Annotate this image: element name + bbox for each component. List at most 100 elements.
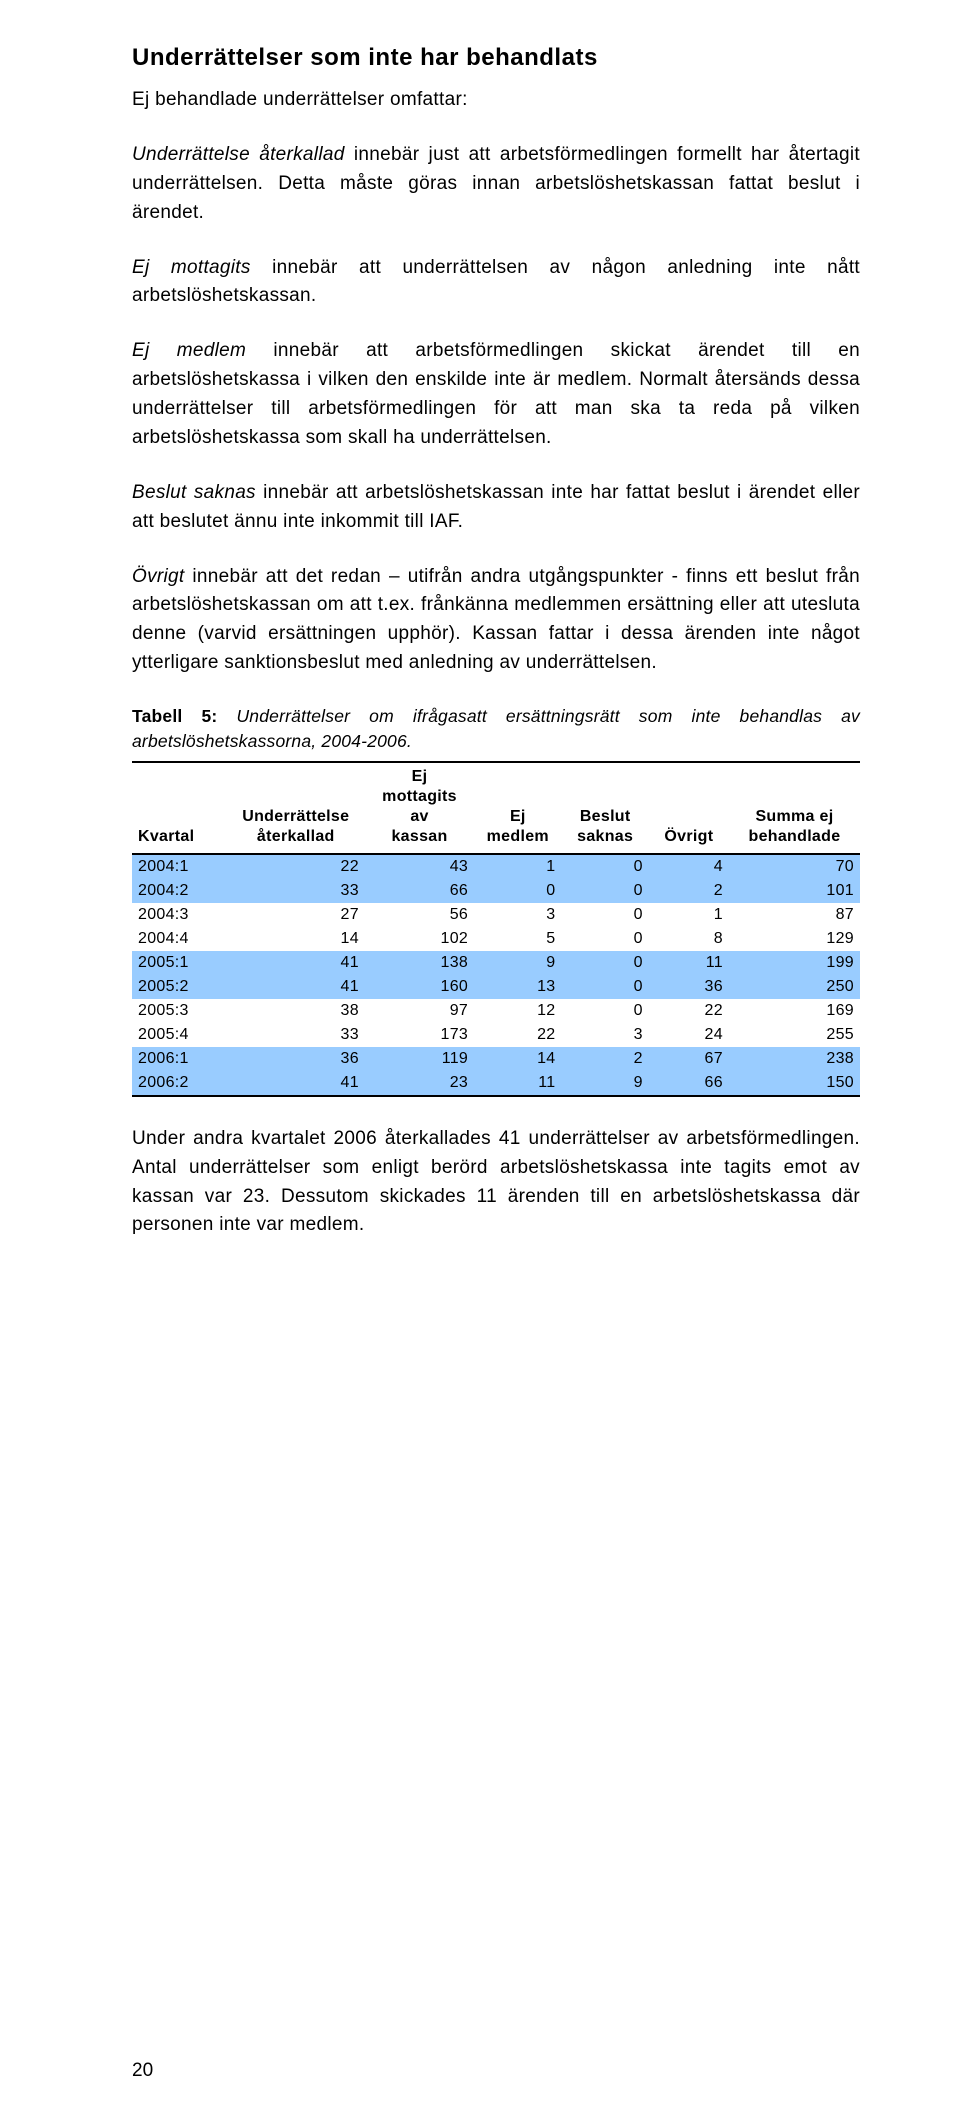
intro-paragraph: Ej behandlade underrättelser omfattar:	[132, 86, 860, 115]
table-cell: 199	[729, 951, 860, 975]
table-row: 2006:2412311966150	[132, 1071, 860, 1096]
table-caption-label: Tabell 5:	[132, 706, 217, 726]
table-cell: 56	[365, 903, 474, 927]
table-cell: 36	[649, 975, 729, 999]
table-cell: 4	[649, 854, 729, 879]
table-cell: 5	[474, 927, 561, 951]
term-ovrigt: Övrigt	[132, 566, 184, 587]
table-cell: 2006:2	[132, 1071, 227, 1096]
table-cell: 2005:3	[132, 999, 227, 1023]
table-cell: 9	[474, 951, 561, 975]
term-beslut-saknas: Beslut saknas	[132, 482, 256, 503]
table-col-header: Kvartal	[132, 762, 227, 854]
paragraph-beslut-saknas: Beslut saknas innebär att arbetslöshetsk…	[132, 479, 860, 537]
table-col-header: Underrättelseåterkallad	[227, 762, 365, 854]
table-cell: 41	[227, 1071, 365, 1096]
table-cell: 2005:1	[132, 951, 227, 975]
table-cell: 66	[365, 879, 474, 903]
table-cell: 14	[474, 1047, 561, 1071]
table-cell: 2005:2	[132, 975, 227, 999]
table-cell: 0	[561, 927, 648, 951]
table-cell: 1	[649, 903, 729, 927]
table-cell: 2004:2	[132, 879, 227, 903]
table-caption-text: Underrättelser om ifrågasatt ersättnings…	[132, 706, 860, 751]
table-cell: 1	[474, 854, 561, 879]
body-ovrigt: innebär att det redan – utifrån andra ut…	[132, 566, 860, 674]
document-page: Underrättelser som inte har behandlats E…	[0, 0, 960, 2110]
table-cell: 2	[649, 879, 729, 903]
table-cell: 33	[227, 1023, 365, 1047]
table-cell: 129	[729, 927, 860, 951]
closing-paragraph: Under andra kvartalet 2006 återkallades …	[132, 1125, 860, 1241]
table-cell: 138	[365, 951, 474, 975]
term-aterkallad: Underrättelse återkallad	[132, 144, 345, 165]
table-cell: 0	[561, 854, 648, 879]
table-cell: 22	[227, 854, 365, 879]
table-row: 2006:13611914267238	[132, 1047, 860, 1071]
table-cell: 2005:4	[132, 1023, 227, 1047]
table-cell: 0	[561, 903, 648, 927]
table-cell: 169	[729, 999, 860, 1023]
table-cell: 23	[365, 1071, 474, 1096]
table-row: 2005:43317322324255	[132, 1023, 860, 1047]
paragraph-ej-medlem: Ej medlem innebär att arbetsförmedlingen…	[132, 337, 860, 453]
table-cell: 119	[365, 1047, 474, 1071]
table-col-header: Summa ejbehandlade	[729, 762, 860, 854]
table-cell: 36	[227, 1047, 365, 1071]
table-caption: Tabell 5: Underrättelser om ifrågasatt e…	[132, 704, 860, 755]
table-cell: 0	[561, 879, 648, 903]
table-cell: 22	[649, 999, 729, 1023]
paragraph-aterkallad: Underrättelse återkallad innebär just at…	[132, 141, 860, 228]
term-ej-mottagits: Ej mottagits	[132, 257, 251, 278]
table-cell: 150	[729, 1071, 860, 1096]
table-cell: 33	[227, 879, 365, 903]
table-cell: 24	[649, 1023, 729, 1047]
table-cell: 11	[649, 951, 729, 975]
table-cell: 173	[365, 1023, 474, 1047]
table-cell: 41	[227, 975, 365, 999]
table-row: 2005:24116013036250	[132, 975, 860, 999]
table-cell: 87	[729, 903, 860, 927]
table-cell: 2	[561, 1047, 648, 1071]
table-cell: 8	[649, 927, 729, 951]
table-cell: 238	[729, 1047, 860, 1071]
table-cell: 102	[365, 927, 474, 951]
table-cell: 3	[474, 903, 561, 927]
table-col-header: Ejmottagitsavkassan	[365, 762, 474, 854]
table-cell: 97	[365, 999, 474, 1023]
term-ej-medlem: Ej medlem	[132, 340, 246, 361]
table-cell: 2004:3	[132, 903, 227, 927]
table-cell: 0	[561, 975, 648, 999]
table-header-row: KvartalUnderrättelseåterkalladEjmottagit…	[132, 762, 860, 854]
paragraph-ovrigt: Övrigt innebär att det redan – utifrån a…	[132, 563, 860, 679]
table-cell: 70	[729, 854, 860, 879]
table-row: 2004:1224310470	[132, 854, 860, 879]
table-cell: 43	[365, 854, 474, 879]
table-cell: 14	[227, 927, 365, 951]
data-table: KvartalUnderrättelseåterkalladEjmottagit…	[132, 761, 860, 1097]
table-cell: 38	[227, 999, 365, 1023]
table-body: 2004:12243104702004:233660021012004:3275…	[132, 854, 860, 1096]
table-cell: 27	[227, 903, 365, 927]
table-row: 2004:414102508129	[132, 927, 860, 951]
table-cell: 13	[474, 975, 561, 999]
table-col-header: Ejmedlem	[474, 762, 561, 854]
table-col-header: Övrigt	[649, 762, 729, 854]
table-cell: 2004:4	[132, 927, 227, 951]
table-row: 2004:23366002101	[132, 879, 860, 903]
table-cell: 67	[649, 1047, 729, 1071]
table-cell: 101	[729, 879, 860, 903]
table-col-header: Beslutsaknas	[561, 762, 648, 854]
table-cell: 41	[227, 951, 365, 975]
table-cell: 66	[649, 1071, 729, 1096]
table-row: 2004:3275630187	[132, 903, 860, 927]
table-cell: 250	[729, 975, 860, 999]
paragraph-ej-mottagits: Ej mottagits innebär att underrättelsen …	[132, 254, 860, 312]
table-cell: 2006:1	[132, 1047, 227, 1071]
table-cell: 0	[561, 951, 648, 975]
table-cell: 12	[474, 999, 561, 1023]
table-cell: 255	[729, 1023, 860, 1047]
table-cell: 3	[561, 1023, 648, 1047]
table-cell: 160	[365, 975, 474, 999]
table-cell: 2004:1	[132, 854, 227, 879]
